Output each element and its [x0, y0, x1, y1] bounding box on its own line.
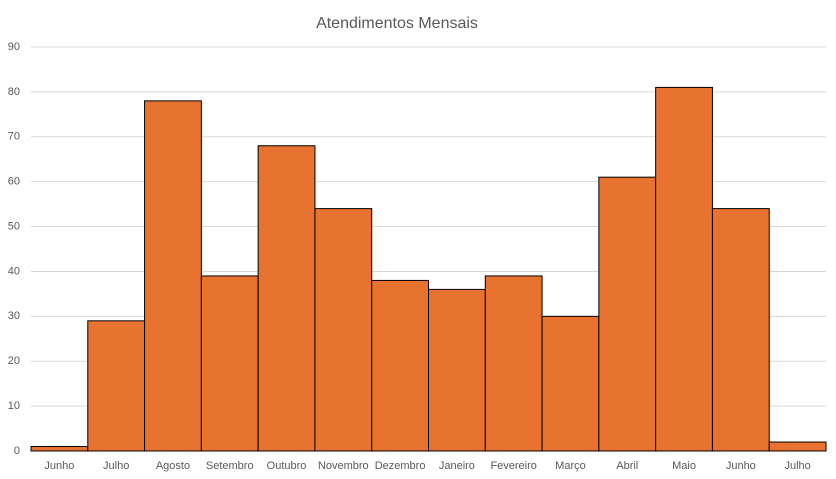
x-tick-label: Agosto: [156, 460, 190, 472]
x-tick-label: Julho: [103, 460, 129, 472]
bar: [257, 145, 316, 452]
x-tick-label: Março: [555, 460, 586, 472]
bar: [655, 86, 713, 452]
y-tick-label: 0: [14, 445, 20, 457]
chart-title: Atendimentos Mensais: [316, 15, 478, 32]
bar: [598, 176, 657, 452]
y-tick-label: 80: [8, 86, 20, 98]
y-tick-label: 70: [8, 131, 20, 143]
bar: [711, 208, 770, 452]
y-tick-label: 10: [8, 400, 20, 412]
x-tick-label: Outubro: [267, 460, 307, 472]
x-tick-label: Dezembro: [375, 460, 426, 472]
y-tick-label: 60: [8, 176, 20, 188]
bar: [768, 441, 827, 452]
bar: [144, 100, 202, 452]
x-tick-label: Junho: [44, 460, 74, 472]
y-tick-label: 20: [8, 355, 20, 367]
bar: [484, 275, 543, 452]
x-tick-label: Janeiro: [439, 460, 475, 472]
x-tick-label: Abril: [616, 460, 638, 472]
bar: [30, 446, 89, 452]
x-tick-label: Novembro: [318, 460, 369, 472]
bar: [200, 275, 259, 452]
x-tick-label: Junho: [726, 460, 756, 472]
bar: [87, 320, 146, 452]
x-tick-label: Fevereiro: [490, 460, 536, 472]
x-tick-label: Setembro: [206, 460, 254, 472]
y-tick-label: 40: [8, 265, 20, 277]
bar: [541, 315, 600, 452]
y-tick-label: 50: [8, 220, 20, 232]
bar: [314, 208, 373, 452]
bar: [371, 279, 430, 452]
x-tick-label: Julho: [784, 460, 810, 472]
x-tick-label: Maio: [672, 460, 696, 472]
bar: [428, 288, 486, 452]
y-tick-label: 30: [8, 310, 20, 322]
y-tick-label: 90: [8, 41, 20, 53]
